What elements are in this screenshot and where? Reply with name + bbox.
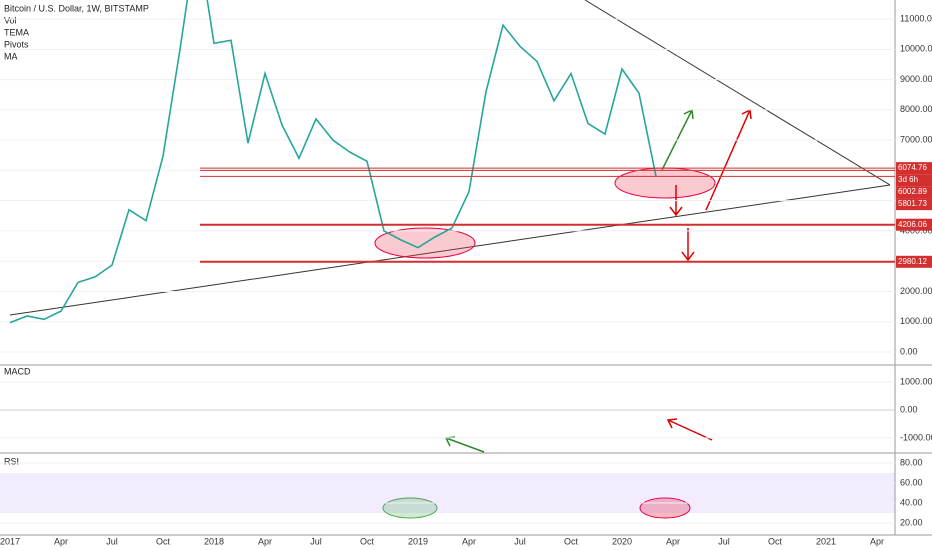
y-tick-label: 7000.00 [900,135,932,145]
y-tick-label: 1000.00 [900,316,932,326]
x-tick-label: Jul [106,536,118,546]
price-line [9,0,657,324]
x-tick-label: 2018 [204,536,224,546]
indicator-label: Vol [4,15,17,25]
y-tick-label: 1000.00 [900,376,932,386]
x-tick-label: 2020 [612,536,632,546]
price-tag-label: 6074.76 [898,163,927,172]
x-tick-label: Apr [462,536,476,546]
x-tick-label: Oct [156,536,171,546]
arrow [669,185,683,217]
x-tick-label: Oct [360,536,375,546]
x-tick-label: Jul [718,536,730,546]
x-tick-label: Oct [768,536,783,546]
x-tick-label: Apr [54,536,68,546]
y-tick-label: 11000.00 [900,13,932,23]
y-tick-label: -1000.00 [900,432,932,442]
rsi-band [0,473,895,513]
y-tick-label: 2000.00 [900,286,932,296]
price-tag-label: 2980.12 [898,257,927,266]
countdown-tag [896,174,932,187]
x-tick-label: Oct [564,536,579,546]
y-tick-label: 10000.00 [900,44,932,54]
indicator-label: Pivots [4,39,29,49]
indicator-label: TEMA [4,27,29,37]
price-tag [896,255,932,268]
arrow [666,418,713,441]
x-tick-label: 2019 [408,536,428,546]
y-tick-label: 0.00 [900,346,918,356]
y-tick-label: 80.00 [900,457,923,467]
price-tag-label: 5801.73 [898,199,927,208]
y-tick-label: 20.00 [900,517,923,527]
highlight [614,167,716,199]
arrow [681,228,695,262]
x-tick-label: Jul [514,536,526,546]
trend-line [9,184,891,316]
indicator-label: MA [4,51,18,61]
chart-title: Bitcoin / U.S. Dollar, 1W, BITSTAMP [4,3,149,13]
countdown-label: 3d 6h [898,175,918,184]
price-tag [896,218,932,231]
y-tick-label: 60.00 [900,477,923,487]
price-tag-label: 6002.89 [898,187,927,196]
x-tick-label: Apr [258,536,272,546]
price-tag [896,186,932,199]
pane-title: RSI [4,456,19,466]
price-tag [896,198,932,211]
y-tick-label: 8000.00 [900,104,932,114]
pane-title: MACD [4,366,31,376]
price-tag [896,162,932,175]
x-tick-label: 2021 [816,536,836,546]
x-tick-label: Apr [666,536,680,546]
y-tick-label: 40.00 [900,497,923,507]
y-tick-label: 9000.00 [900,74,932,84]
y-tick-label: 0.00 [900,404,918,414]
trend-line [584,0,891,186]
x-tick-label: Apr [870,536,884,546]
x-tick-label: 2017 [0,536,20,546]
price-tag-label: 4206.06 [898,220,927,229]
x-tick-label: Jul [310,536,322,546]
